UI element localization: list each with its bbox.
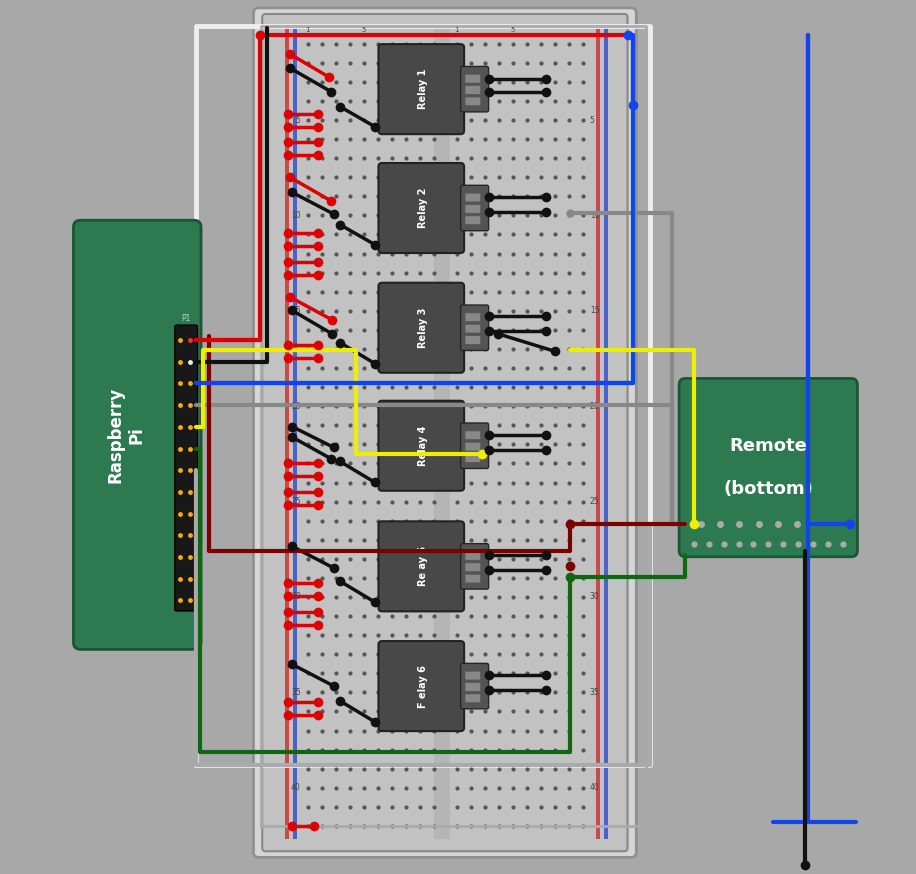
Bar [604,26,608,839]
Text: 10: 10 [291,211,300,220]
Text: Relay 2: Relay 2 [418,188,428,228]
FancyBboxPatch shape [378,642,464,731]
Text: 30: 30 [291,593,300,601]
Text: (bottom): (bottom) [724,480,813,498]
FancyBboxPatch shape [461,185,488,231]
FancyBboxPatch shape [465,86,481,94]
FancyBboxPatch shape [465,551,481,560]
FancyBboxPatch shape [465,683,481,691]
Text: 5: 5 [510,27,515,33]
FancyBboxPatch shape [465,574,481,583]
Bar [434,26,450,839]
FancyBboxPatch shape [461,544,488,589]
FancyBboxPatch shape [262,14,627,851]
FancyBboxPatch shape [679,378,857,557]
FancyBboxPatch shape [465,454,481,462]
Text: 20: 20 [590,402,599,411]
FancyBboxPatch shape [465,442,481,451]
FancyBboxPatch shape [465,671,481,680]
Text: Relay 1: Relay 1 [418,69,428,109]
Text: Raspberry
Pi: Raspberry Pi [106,386,146,483]
Text: 15: 15 [590,306,599,316]
FancyBboxPatch shape [465,563,481,572]
FancyBboxPatch shape [461,66,488,112]
Text: 30: 30 [590,593,599,601]
Text: 40: 40 [291,783,300,792]
FancyBboxPatch shape [378,163,464,253]
FancyBboxPatch shape [461,423,488,468]
Text: F elay 6: F elay 6 [418,664,428,708]
FancyBboxPatch shape [465,74,481,83]
FancyBboxPatch shape [461,305,488,350]
Bar [293,26,297,839]
FancyBboxPatch shape [465,336,481,344]
Text: 35: 35 [291,688,300,697]
Text: 5: 5 [296,115,300,124]
FancyBboxPatch shape [175,325,198,611]
Bar [596,26,601,839]
Text: P1: P1 [181,314,191,323]
Text: 1: 1 [305,27,310,33]
Text: 10: 10 [590,211,599,220]
Text: Relay 3: Relay 3 [418,308,428,348]
FancyBboxPatch shape [378,400,464,491]
Text: 40: 40 [590,783,599,792]
Text: 25: 25 [291,497,300,506]
FancyBboxPatch shape [378,283,464,372]
FancyBboxPatch shape [465,97,481,106]
FancyBboxPatch shape [465,324,481,333]
Text: Relay 4: Relay 4 [418,426,428,466]
FancyBboxPatch shape [465,205,481,213]
Text: 25: 25 [590,497,599,506]
Text: 20: 20 [291,402,300,411]
FancyBboxPatch shape [465,313,481,322]
Text: 1: 1 [454,27,459,33]
FancyBboxPatch shape [465,431,481,440]
Text: 5: 5 [590,115,594,124]
FancyBboxPatch shape [73,220,201,649]
FancyBboxPatch shape [378,44,464,134]
Text: Remote: Remote [729,437,807,455]
Text: Re ay 5: Re ay 5 [418,546,428,586]
FancyBboxPatch shape [465,216,481,225]
FancyBboxPatch shape [465,193,481,202]
FancyBboxPatch shape [461,663,488,709]
Text: 35: 35 [590,688,599,697]
Bar [285,26,289,839]
FancyBboxPatch shape [465,694,481,703]
Text: 15: 15 [291,306,300,316]
FancyBboxPatch shape [378,521,464,612]
FancyBboxPatch shape [254,8,637,857]
Text: 5: 5 [362,27,365,33]
